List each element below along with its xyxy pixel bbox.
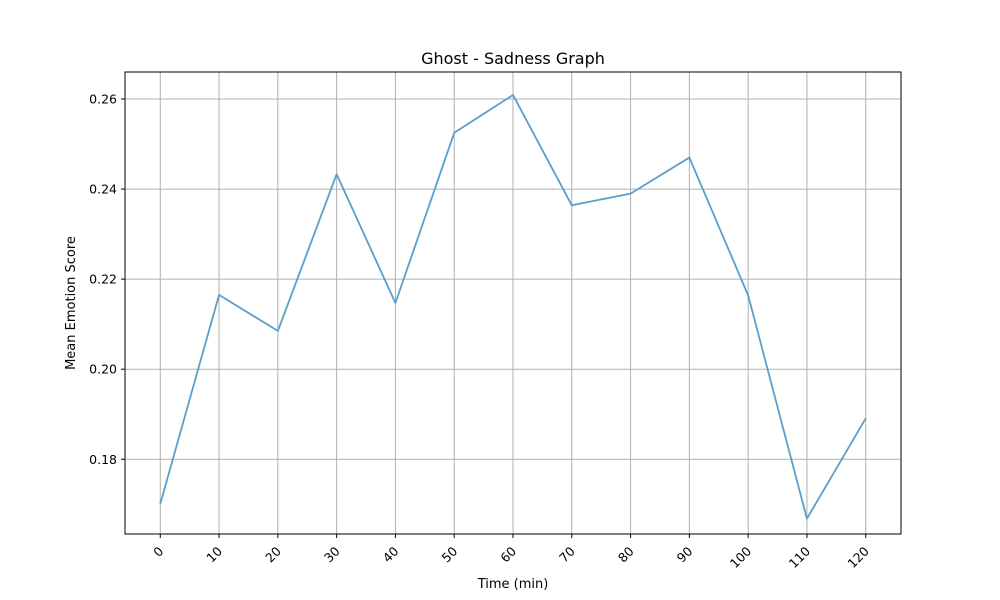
x-axis-label: Time (min) [477, 577, 549, 592]
x-tick-label: 80 [615, 543, 637, 565]
y-tick-label: 0.18 [89, 452, 117, 467]
y-tick-label: 0.22 [89, 272, 117, 287]
x-tick-label: 0 [150, 543, 166, 559]
x-tick-label: 50 [438, 543, 460, 565]
grid [125, 72, 901, 534]
x-tick-label: 90 [674, 543, 696, 565]
chart-title: Ghost - Sadness Graph [421, 49, 605, 68]
x-tick-label: 30 [321, 543, 343, 565]
x-tick-label: 40 [380, 543, 402, 565]
x-tick-label: 110 [786, 543, 814, 571]
x-tick-label: 100 [727, 543, 755, 571]
y-tick-label: 0.24 [89, 182, 117, 197]
data-series [159, 94, 867, 520]
x-tick-label: 70 [556, 543, 578, 565]
y-axis-ticks: 0.18 0.20 0.22 0.24 0.26 [89, 92, 125, 467]
y-tick-label: 0.20 [89, 362, 117, 377]
x-tick-label: 10 [203, 543, 225, 565]
x-axis-ticks: 0 10 20 30 40 50 60 70 80 90 100 110 120 [150, 534, 872, 571]
y-axis-label: Mean Emotion Score [64, 236, 79, 370]
x-tick-label: 20 [262, 543, 284, 565]
y-tick-label: 0.26 [89, 92, 117, 107]
x-tick-label: 120 [844, 543, 872, 571]
x-tick-label: 60 [497, 543, 519, 565]
